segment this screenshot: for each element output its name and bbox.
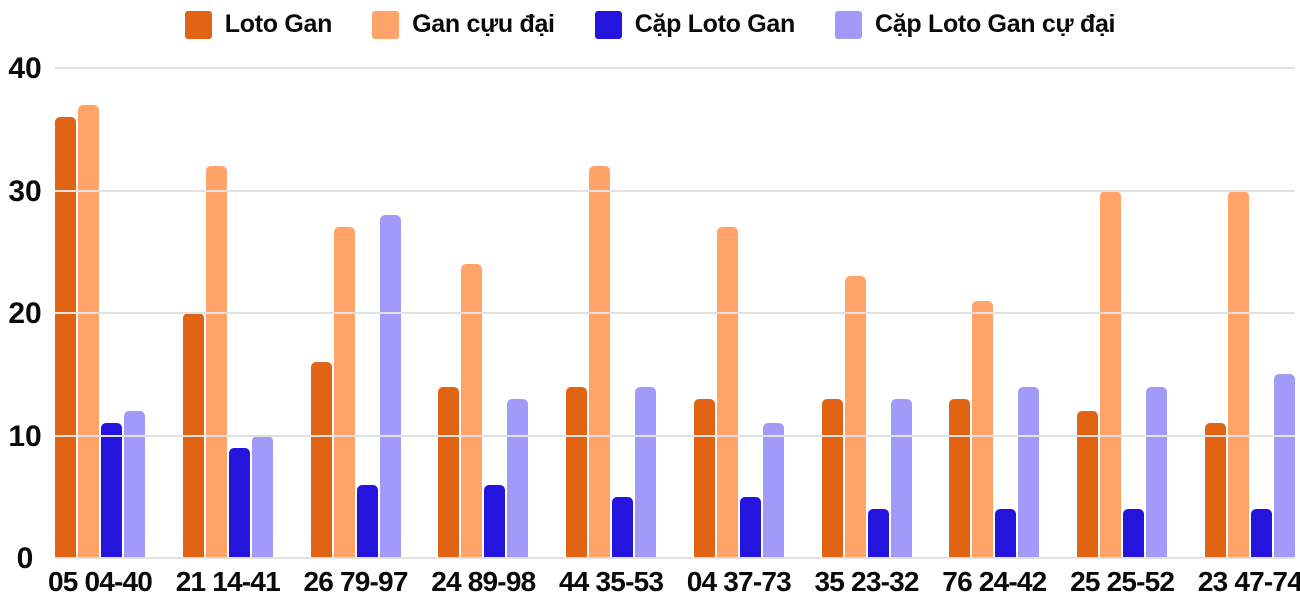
gridline bbox=[55, 434, 1295, 437]
bar-group bbox=[1204, 68, 1295, 558]
x-axis: 05 04-40 21 14-41 26 79-97 24 89-98 44 35-53… bbox=[47, 560, 1300, 597]
bar[interactable] bbox=[251, 435, 273, 558]
x-axis-label: 24 89-98 bbox=[431, 566, 536, 597]
bar[interactable] bbox=[1273, 374, 1295, 558]
y-axis-tick-label: 10 bbox=[8, 419, 42, 453]
bar[interactable] bbox=[1018, 386, 1040, 558]
bar[interactable] bbox=[635, 386, 657, 558]
x-axis-label: 35 23-32 bbox=[814, 566, 920, 597]
gridline bbox=[55, 557, 1295, 559]
bar[interactable] bbox=[438, 386, 460, 558]
legend-swatch-icon bbox=[184, 10, 212, 39]
plot-area bbox=[55, 67, 1295, 559]
gridline bbox=[55, 67, 1295, 69]
legend-swatch-icon bbox=[594, 10, 622, 39]
bar[interactable] bbox=[1250, 509, 1272, 558]
bar[interactable] bbox=[693, 398, 715, 558]
bar[interactable] bbox=[844, 276, 866, 558]
x-axis-label: 76 24-42 bbox=[942, 566, 1047, 597]
bar-group bbox=[821, 68, 912, 558]
y-axis-tick-label: 20 bbox=[8, 297, 42, 330]
bar[interactable] bbox=[484, 484, 506, 558]
bar[interactable] bbox=[1100, 190, 1122, 558]
legend-item: Cặp Loto Gan cự đại bbox=[835, 10, 1116, 39]
legend-item: Gan cựu đại bbox=[372, 10, 555, 39]
x-axis-label: 25 25-52 bbox=[1070, 566, 1175, 597]
bar[interactable] bbox=[762, 423, 784, 558]
bar[interactable] bbox=[228, 447, 250, 558]
legend-item: Cặp Loto Gan bbox=[594, 10, 796, 39]
bar[interactable] bbox=[1146, 386, 1168, 558]
bar[interactable] bbox=[972, 300, 994, 558]
bar[interactable] bbox=[612, 496, 634, 558]
legend-item: Loto Gan bbox=[184, 10, 333, 39]
bar-group bbox=[182, 68, 273, 558]
x-axis-label: 21 14-41 bbox=[175, 566, 281, 597]
y-axis-tick-label: 40 bbox=[8, 52, 42, 85]
bar[interactable] bbox=[333, 227, 355, 558]
bar[interactable] bbox=[867, 509, 889, 558]
bar[interactable] bbox=[1123, 509, 1145, 558]
bar[interactable] bbox=[205, 166, 227, 558]
bar[interactable] bbox=[78, 104, 99, 558]
legend-swatch-icon bbox=[372, 10, 400, 39]
bar[interactable] bbox=[739, 496, 761, 558]
bar[interactable] bbox=[995, 509, 1017, 558]
x-axis-label: 04 37-73 bbox=[686, 566, 792, 597]
legend-label: Gan cựu đại bbox=[412, 10, 555, 38]
bar[interactable] bbox=[379, 215, 401, 558]
bar-groups bbox=[55, 68, 1295, 558]
bar-group bbox=[693, 68, 784, 558]
gridline bbox=[55, 312, 1295, 314]
y-axis-tick-label: 30 bbox=[8, 174, 42, 208]
bar-group bbox=[949, 68, 1040, 558]
legend-swatch-icon bbox=[835, 10, 862, 39]
bar[interactable] bbox=[890, 398, 912, 558]
legend-label: Cặp Loto Gan cự đại bbox=[875, 10, 1116, 38]
bar[interactable] bbox=[461, 264, 483, 558]
bar[interactable] bbox=[1204, 423, 1226, 558]
bar[interactable] bbox=[821, 398, 843, 558]
y-axis-tick-label: 0 bbox=[16, 542, 34, 575]
legend-label: Cặp Loto Gan bbox=[634, 10, 796, 38]
x-axis-label: 23 47-74 bbox=[1197, 566, 1300, 597]
x-axis-label: 26 79-97 bbox=[303, 566, 408, 597]
x-axis-label: 05 04-40 bbox=[47, 566, 153, 597]
gridline bbox=[55, 189, 1295, 192]
bar[interactable] bbox=[124, 411, 145, 558]
bar[interactable] bbox=[1227, 190, 1249, 558]
bar-group bbox=[1077, 68, 1168, 558]
bar[interactable] bbox=[356, 484, 378, 558]
bar-group bbox=[55, 68, 145, 558]
bar-group bbox=[310, 68, 401, 558]
bar[interactable] bbox=[310, 362, 332, 558]
bar[interactable] bbox=[949, 398, 971, 558]
x-axis-label: 44 35-53 bbox=[559, 566, 664, 597]
bar[interactable] bbox=[589, 166, 611, 558]
bar-group bbox=[566, 68, 657, 558]
legend: Loto Gan Gan cựu đại Cặp Loto Gan Cặp Loto … bbox=[0, 10, 1300, 39]
bar[interactable] bbox=[716, 227, 738, 558]
bar-group bbox=[438, 68, 529, 558]
bar[interactable] bbox=[1077, 411, 1099, 558]
bar[interactable] bbox=[55, 117, 76, 558]
bar[interactable] bbox=[507, 398, 529, 558]
legend-label: Loto Gan bbox=[224, 10, 333, 38]
bar[interactable] bbox=[101, 423, 122, 558]
bar[interactable] bbox=[566, 386, 588, 558]
